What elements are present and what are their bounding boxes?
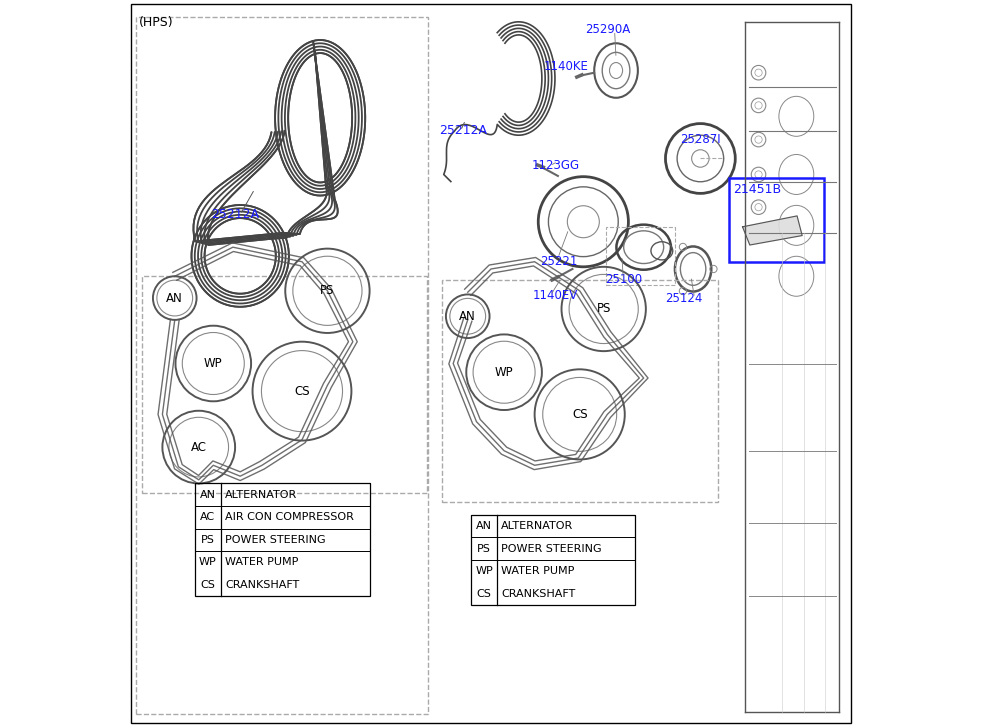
Text: CS: CS xyxy=(200,580,215,590)
Text: PS: PS xyxy=(201,535,215,545)
Text: 25124: 25124 xyxy=(666,292,703,305)
Text: CS: CS xyxy=(295,385,309,398)
Text: 1140EV: 1140EV xyxy=(532,289,577,302)
Text: AN: AN xyxy=(166,292,183,305)
Text: PS: PS xyxy=(320,284,335,297)
Text: CRANKSHAFT: CRANKSHAFT xyxy=(501,589,575,598)
Text: PS: PS xyxy=(596,302,611,316)
Text: 1140KE: 1140KE xyxy=(543,60,588,73)
Text: ALTERNATOR: ALTERNATOR xyxy=(225,490,298,499)
Text: 1123GG: 1123GG xyxy=(531,159,579,172)
Text: 25100: 25100 xyxy=(605,273,642,286)
Text: CRANKSHAFT: CRANKSHAFT xyxy=(225,580,300,590)
Text: WP: WP xyxy=(199,558,217,567)
Text: 25212A: 25212A xyxy=(439,124,487,137)
Text: 25221: 25221 xyxy=(540,255,577,268)
Text: POWER STEERING: POWER STEERING xyxy=(501,544,602,553)
Text: POWER STEERING: POWER STEERING xyxy=(225,535,326,545)
Bar xyxy=(606,227,675,285)
Text: 25212A: 25212A xyxy=(211,208,259,221)
Text: AN: AN xyxy=(460,310,476,323)
Bar xyxy=(142,276,427,493)
Text: WP: WP xyxy=(204,357,223,370)
Text: WATER PUMP: WATER PUMP xyxy=(225,558,299,567)
Text: AC: AC xyxy=(200,513,215,522)
Text: WP: WP xyxy=(475,566,493,576)
Text: AN: AN xyxy=(199,490,216,499)
Text: CS: CS xyxy=(572,408,587,421)
Text: WP: WP xyxy=(495,366,514,379)
Bar xyxy=(442,280,718,502)
Text: 25287I: 25287I xyxy=(680,133,721,146)
Text: PS: PS xyxy=(477,544,491,553)
Bar xyxy=(471,515,635,605)
Text: AC: AC xyxy=(191,441,207,454)
Text: AN: AN xyxy=(476,521,492,531)
Text: AIR CON COMPRESSOR: AIR CON COMPRESSOR xyxy=(225,513,354,522)
Polygon shape xyxy=(742,216,802,245)
Text: 25290A: 25290A xyxy=(585,23,630,36)
Text: (HPS): (HPS) xyxy=(138,16,173,29)
Text: CS: CS xyxy=(476,589,492,598)
Bar xyxy=(730,178,824,262)
Bar xyxy=(136,17,428,714)
Text: 21451B: 21451B xyxy=(734,182,782,196)
Bar xyxy=(195,483,369,596)
Text: ALTERNATOR: ALTERNATOR xyxy=(501,521,573,531)
Text: WATER PUMP: WATER PUMP xyxy=(501,566,574,576)
